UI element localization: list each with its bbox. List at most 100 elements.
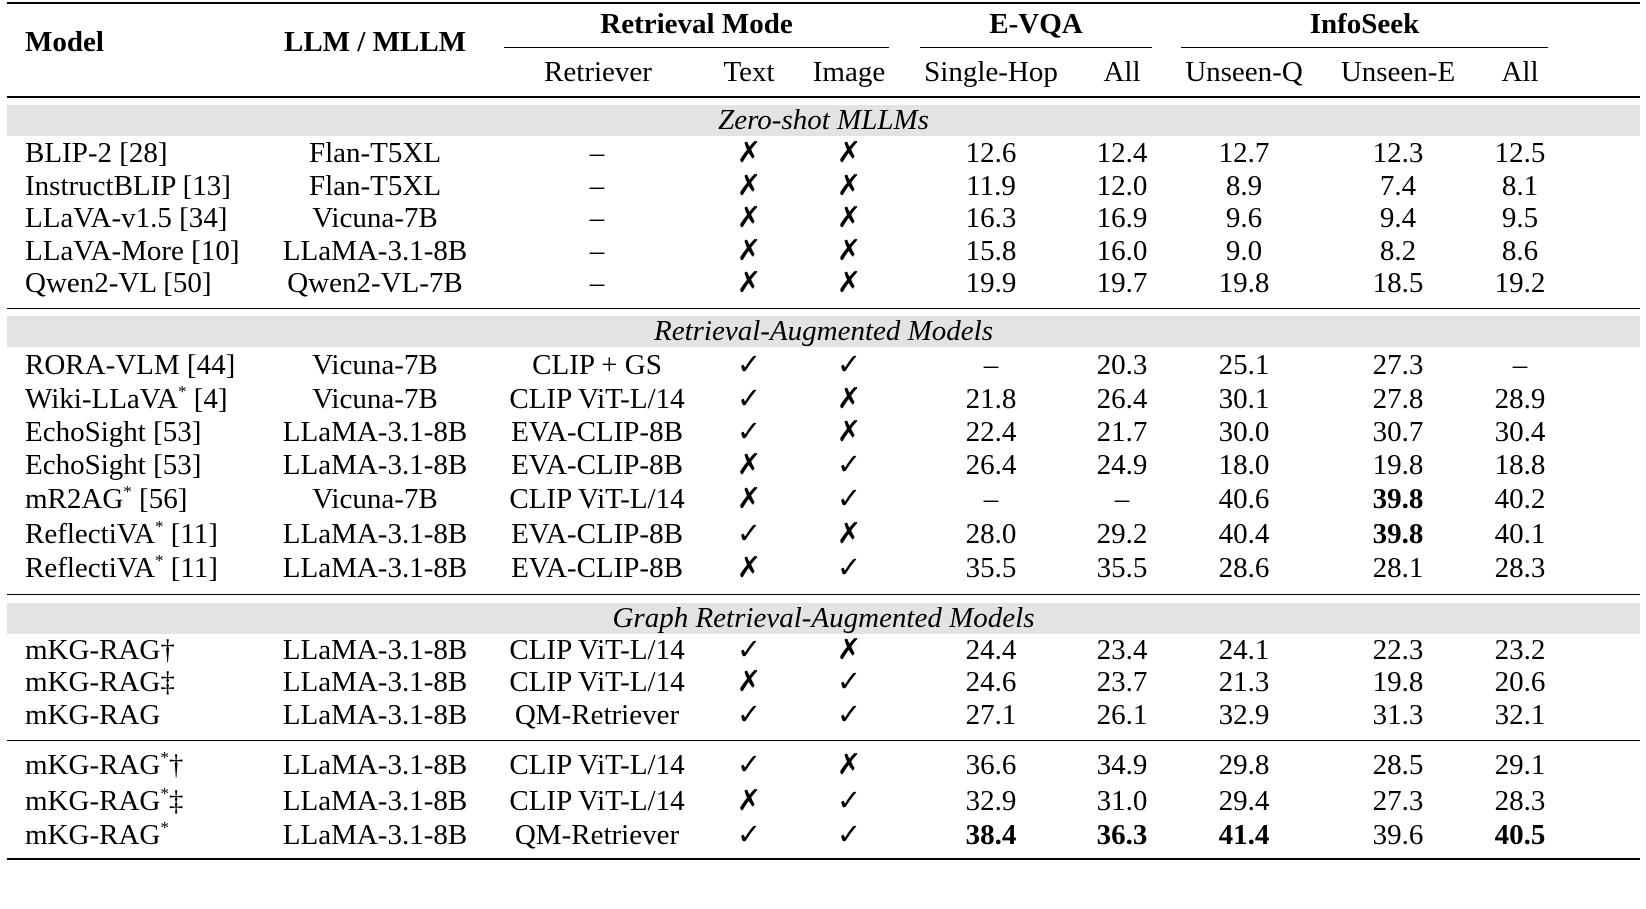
section-band-zero-shot (7, 105, 1640, 136)
unseen-q-cell: 19.8 (1218, 267, 1270, 299)
is-all-cell: 40.2 (1494, 483, 1546, 515)
cross-icon: ✗ (736, 267, 762, 299)
cross-icon: ✗ (836, 383, 862, 415)
llm-cell: LLaMA-3.1-8B (282, 416, 468, 448)
model-name: RORA-VLM [44] (25, 349, 236, 381)
is-all-cell: 19.2 (1494, 267, 1546, 299)
cross-icon: ✗ (836, 137, 862, 169)
is-all-cell: 20.6 (1494, 666, 1546, 698)
model-name: mKG-RAG (25, 785, 161, 817)
llm-cell: Qwen2-VL-7B (287, 267, 463, 299)
evqa-single-cell: 28.0 (965, 518, 1017, 550)
unseen-e-cell: 27.3 (1372, 349, 1424, 381)
section-band-retrieval (7, 316, 1640, 347)
cross-icon: ✗ (836, 518, 862, 550)
check-icon: ✓ (836, 819, 862, 851)
model-ref: [56] (131, 483, 188, 515)
check-icon: ✓ (836, 349, 862, 381)
section-band-graph (7, 603, 1640, 634)
check-icon: ✓ (736, 349, 762, 381)
is-all-cell: 28.9 (1494, 383, 1546, 415)
llm-cell: Vicuna-7B (312, 349, 438, 381)
cross-icon: ✗ (836, 267, 862, 299)
retriever-cell: EVA-CLIP-8B (511, 449, 683, 481)
header-text: Text (723, 56, 775, 88)
unseen-q-cell: 41.4 (1218, 819, 1270, 851)
unseen-q-cell: 24.1 (1218, 634, 1270, 666)
is-all-cell: 28.3 (1494, 785, 1546, 817)
evqa-all-cell: 26.1 (1096, 699, 1148, 731)
retriever-cell: – (589, 202, 605, 234)
model-name-cell: EchoSight [53] (25, 415, 201, 449)
evqa-all-cell: 21.7 (1096, 416, 1148, 448)
cross-icon: ✗ (836, 202, 862, 234)
check-icon: ✓ (736, 699, 762, 731)
model-ref: [11] (163, 552, 218, 584)
is-all-cell: 8.6 (1501, 235, 1539, 267)
cross-icon: ✗ (736, 449, 762, 481)
retriever-cell: – (589, 267, 605, 299)
llm-cell: LLaMA-3.1-8B (282, 699, 468, 731)
cross-icon: ✗ (836, 235, 862, 267)
evqa-single-cell: 36.6 (965, 749, 1017, 781)
unseen-q-cell: 30.1 (1218, 383, 1270, 415)
check-icon: ✓ (736, 518, 762, 550)
retriever-cell: CLIP ViT-L/14 (509, 749, 685, 781)
cross-icon: ✗ (736, 202, 762, 234)
evqa-all-cell: 34.9 (1096, 749, 1148, 781)
model-name-cell: ReflectiVA* [11] (25, 551, 218, 585)
is-all-cell: 28.3 (1494, 552, 1546, 584)
unseen-e-cell: 39.8 (1372, 483, 1424, 515)
evqa-single-cell: 12.6 (965, 137, 1017, 169)
evqa-single-cell: 24.4 (965, 634, 1017, 666)
unseen-q-cell: 12.7 (1218, 137, 1270, 169)
model-name: BLIP-2 [28] (25, 137, 168, 169)
model-name-cell: mKG-RAG‡ (25, 665, 175, 699)
model-name-cell: mKG-RAG (25, 698, 160, 732)
is-all-cell: 9.5 (1501, 202, 1539, 234)
unseen-e-cell: 18.5 (1372, 267, 1424, 299)
cross-icon: ✗ (836, 416, 862, 448)
model-name: mKG-RAG (25, 699, 161, 731)
model-ref: [4] (186, 383, 228, 415)
evqa-single-cell: 32.9 (965, 785, 1017, 817)
model-name: Wiki-LLaVA (25, 383, 178, 415)
evqa-all-cell: 29.2 (1096, 518, 1148, 550)
header-model: Model (25, 26, 104, 58)
evqa-single-cell: 24.6 (965, 666, 1017, 698)
asterisk-mark: * (160, 818, 169, 837)
check-icon: ✓ (836, 483, 862, 515)
unseen-e-cell: 9.4 (1379, 202, 1417, 234)
cross-icon: ✗ (736, 552, 762, 584)
cross-icon: ✗ (736, 170, 762, 202)
model-name-cell: Wiki-LLaVA* [4] (25, 382, 228, 416)
unseen-q-cell: 18.0 (1218, 449, 1270, 481)
check-icon: ✓ (836, 552, 862, 584)
evqa-single-cell: – (983, 349, 999, 381)
model-name-cell: mKG-RAG* (25, 818, 169, 852)
model-name-cell: EchoSight [53] (25, 448, 201, 482)
retriever-cell: CLIP ViT-L/14 (509, 666, 685, 698)
unseen-e-cell: 27.3 (1372, 785, 1424, 817)
is-all-cell: – (1512, 349, 1528, 381)
cross-icon: ✗ (836, 170, 862, 202)
evqa-single-cell: 11.9 (966, 170, 1016, 202)
model-name-cell: LLaVA-More [10] (25, 234, 239, 268)
unseen-e-cell: 31.3 (1372, 699, 1424, 731)
section-rule-3 (7, 740, 1640, 741)
cross-icon: ✗ (736, 483, 762, 515)
unseen-e-cell: 7.4 (1379, 170, 1417, 202)
unseen-q-cell: 25.1 (1218, 349, 1270, 381)
retriever-cell: – (589, 235, 605, 267)
model-name-cell: mKG-RAG*† (25, 748, 183, 782)
model-name: ReflectiVA (25, 518, 155, 550)
evqa-single-cell: 26.4 (965, 449, 1017, 481)
cross-icon: ✗ (736, 235, 762, 267)
unseen-e-cell: 39.8 (1372, 518, 1424, 550)
retriever-cell: – (589, 170, 605, 202)
llm-cell: LLaMA-3.1-8B (282, 666, 468, 698)
unseen-e-cell: 8.2 (1379, 235, 1417, 267)
evqa-underline (920, 47, 1152, 48)
unseen-q-cell: 28.6 (1218, 552, 1270, 584)
retriever-cell: CLIP ViT-L/14 (509, 483, 685, 515)
